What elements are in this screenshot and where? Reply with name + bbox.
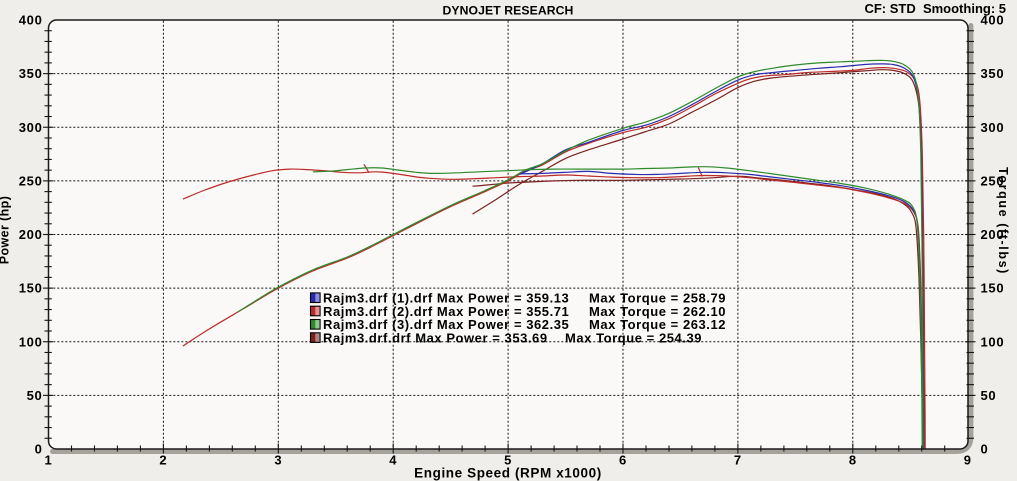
svg-text:200: 200 — [981, 227, 1005, 242]
svg-text:200: 200 — [19, 227, 43, 242]
svg-text:150: 150 — [19, 281, 43, 296]
svg-text:4: 4 — [389, 453, 397, 468]
svg-text:2: 2 — [159, 453, 167, 468]
svg-text:Rajm3.drf (1).drf Max Power =: Rajm3.drf (1).drf Max Power = 359.13 Max … — [323, 291, 726, 306]
svg-text:6: 6 — [619, 453, 627, 468]
svg-text:1: 1 — [45, 453, 53, 468]
svg-text:7: 7 — [734, 453, 742, 468]
svg-text:DYNOJET RESEARCH: DYNOJET RESEARCH — [443, 4, 574, 18]
svg-text:5: 5 — [504, 453, 512, 468]
svg-text:100: 100 — [19, 334, 43, 349]
svg-text:Rajm3.drf (3).drf Max Power =: Rajm3.drf (3).drf Max Power = 362.35 Max … — [323, 317, 726, 332]
svg-text:Torque (ft-lbs): Torque (ft-lbs) — [996, 167, 1010, 275]
svg-text:Rajm3.drf (2).drf Max Power =: Rajm3.drf (2).drf Max Power = 355.71 Max … — [323, 304, 726, 319]
svg-text:Power (hp): Power (hp) — [0, 196, 12, 265]
svg-text:400: 400 — [981, 13, 1005, 28]
svg-text:CF: STD Smoothing: 5: CF: STD Smoothing: 5 — [864, 1, 1006, 16]
svg-text:9: 9 — [964, 453, 972, 468]
svg-text:100: 100 — [981, 334, 1005, 349]
svg-text:150: 150 — [981, 281, 1005, 296]
svg-text:0: 0 — [981, 442, 989, 457]
svg-text:400: 400 — [19, 13, 43, 28]
svg-text:Rajm3.drf.drf Max Power = 353.: Rajm3.drf.drf Max Power = 353.69 Max Torq… — [323, 330, 702, 345]
svg-text:0: 0 — [35, 442, 43, 457]
svg-text:8: 8 — [849, 453, 857, 468]
svg-text:Engine Speed (RPM x1000): Engine Speed (RPM x1000) — [414, 466, 602, 481]
svg-text:250: 250 — [981, 174, 1005, 189]
svg-text:50: 50 — [27, 388, 43, 403]
svg-text:300: 300 — [981, 120, 1005, 135]
svg-text:350: 350 — [981, 66, 1005, 81]
svg-text:50: 50 — [981, 388, 997, 403]
svg-text:3: 3 — [274, 453, 282, 468]
svg-text:300: 300 — [19, 120, 43, 135]
svg-text:350: 350 — [19, 66, 43, 81]
svg-text:250: 250 — [19, 174, 43, 189]
